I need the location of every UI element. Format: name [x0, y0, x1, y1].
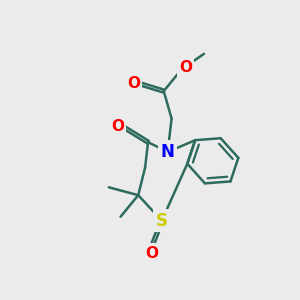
Text: O: O	[127, 76, 140, 91]
Text: O: O	[146, 246, 158, 261]
Text: S: S	[156, 212, 168, 230]
Text: O: O	[111, 119, 124, 134]
Text: O: O	[179, 60, 192, 75]
Text: N: N	[161, 143, 175, 161]
